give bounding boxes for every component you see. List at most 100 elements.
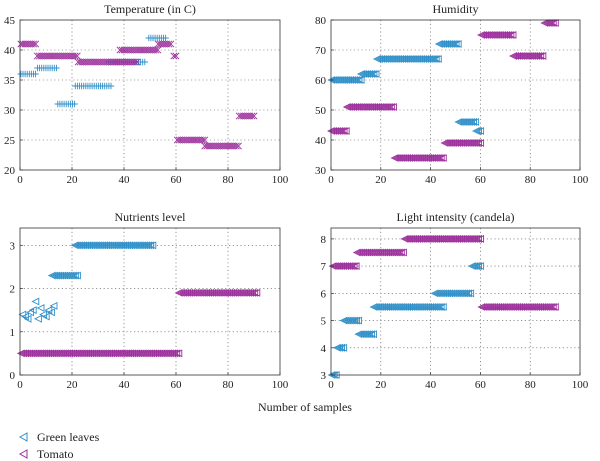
data-point	[246, 288, 254, 297]
data-point	[147, 349, 155, 358]
data-point	[231, 288, 240, 297]
data-point	[390, 154, 399, 162]
data-point	[462, 118, 471, 126]
series-tomato	[17, 40, 258, 150]
data-point	[438, 303, 447, 311]
data-point	[336, 262, 345, 271]
data-point	[419, 154, 428, 162]
data-point	[432, 234, 440, 243]
data-point	[173, 136, 181, 144]
data-point	[361, 248, 370, 257]
data-point	[430, 303, 439, 311]
data-point	[66, 271, 75, 280]
data-point	[140, 349, 149, 358]
data-point	[349, 262, 358, 271]
x-tick-label: 80	[525, 379, 537, 391]
left-triangle-marker-icon	[18, 449, 28, 459]
data-point	[426, 154, 435, 162]
data-point	[476, 262, 485, 271]
data-point	[35, 349, 44, 358]
data-point	[386, 303, 395, 311]
data-point	[328, 262, 337, 271]
data-point	[370, 103, 378, 111]
data-point	[203, 142, 211, 150]
data-point	[464, 118, 473, 126]
data-point	[145, 34, 152, 42]
data-point	[58, 271, 67, 280]
data-point	[540, 303, 549, 311]
data-point	[540, 19, 549, 27]
data-point	[348, 76, 357, 84]
data-point	[216, 288, 225, 297]
data-point	[67, 349, 76, 358]
data-point	[229, 288, 238, 297]
data-point	[239, 288, 248, 297]
data-point	[438, 289, 447, 298]
y-tick-label: 1	[10, 327, 16, 339]
data-point	[432, 289, 441, 298]
data-point	[422, 303, 430, 311]
x-tick-label: 60	[475, 379, 487, 391]
x-tick-label: 0	[17, 379, 23, 391]
data-point	[453, 40, 462, 48]
data-point	[237, 288, 246, 297]
data-point	[434, 234, 443, 243]
data-point	[411, 154, 420, 162]
panel-title: Nutrients level	[115, 210, 187, 224]
data-point	[465, 234, 474, 243]
data-point	[534, 303, 542, 311]
data-point	[436, 303, 445, 311]
panel-title: Light intensity (candela)	[397, 210, 515, 224]
data-point	[375, 55, 383, 63]
data-point	[429, 234, 438, 243]
data-point	[29, 349, 38, 358]
data-point	[455, 139, 464, 147]
data-point	[356, 76, 365, 84]
x-tick-label: 20	[375, 174, 387, 186]
data-point	[445, 289, 454, 298]
data-point	[220, 288, 229, 297]
data-point	[116, 46, 124, 54]
x-tick-label: 40	[119, 174, 131, 186]
data-point	[417, 154, 426, 162]
data-point	[356, 70, 365, 78]
data-point	[392, 303, 401, 311]
data-point	[434, 40, 443, 48]
data-point	[515, 303, 524, 311]
data-point	[530, 52, 538, 60]
data-point	[461, 139, 470, 147]
data-point	[453, 139, 461, 147]
data-point	[375, 248, 384, 257]
data-point	[105, 349, 113, 358]
data-point	[409, 303, 418, 311]
data-point	[402, 55, 411, 63]
data-point	[479, 31, 488, 39]
series-tomato	[16, 288, 261, 358]
data-point	[477, 303, 486, 311]
data-point	[427, 55, 436, 63]
data-point	[369, 248, 378, 257]
data-point	[50, 349, 59, 358]
data-point	[504, 31, 513, 39]
data-point	[36, 304, 45, 312]
data-point	[413, 234, 422, 243]
data-point	[525, 52, 534, 60]
data-point	[54, 271, 62, 280]
data-point	[403, 303, 411, 311]
data-point	[364, 330, 373, 339]
data-point	[423, 234, 432, 243]
data-point	[441, 40, 450, 48]
data-point	[114, 241, 123, 250]
y-tick-label: 70	[315, 45, 327, 57]
data-point	[425, 234, 434, 243]
axis-frame	[19, 19, 281, 171]
data-point	[214, 288, 223, 297]
data-point	[83, 241, 92, 250]
data-point	[412, 55, 421, 63]
data-point	[76, 241, 85, 250]
data-point	[443, 40, 452, 48]
data-point	[531, 303, 540, 311]
data-point	[474, 139, 482, 147]
x-tick-label: 20	[375, 379, 387, 391]
